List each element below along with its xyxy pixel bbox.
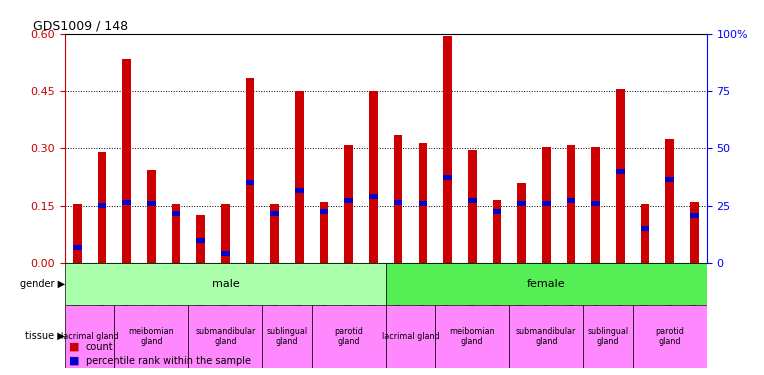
Bar bbox=[510, 305, 583, 368]
Bar bbox=[345, 198, 353, 202]
Bar bbox=[641, 204, 649, 263]
Text: meibomian
gland: meibomian gland bbox=[449, 327, 495, 346]
Bar bbox=[493, 209, 501, 214]
Bar bbox=[295, 188, 304, 193]
Bar bbox=[665, 139, 674, 263]
Bar bbox=[98, 152, 106, 263]
Text: lacrimal gland: lacrimal gland bbox=[382, 332, 439, 341]
Bar bbox=[616, 89, 625, 263]
Text: ■: ■ bbox=[69, 342, 79, 352]
Bar bbox=[65, 263, 386, 305]
Bar bbox=[665, 177, 674, 182]
Bar bbox=[419, 201, 427, 206]
Bar bbox=[435, 305, 510, 368]
Text: sublingual
gland: sublingual gland bbox=[588, 327, 629, 346]
Bar bbox=[189, 305, 262, 368]
Text: female: female bbox=[527, 279, 565, 289]
Bar bbox=[394, 135, 403, 263]
Bar bbox=[641, 226, 649, 231]
Bar bbox=[517, 201, 526, 206]
Text: meibomian
gland: meibomian gland bbox=[128, 327, 174, 346]
Text: male: male bbox=[212, 279, 239, 289]
Bar bbox=[320, 209, 329, 214]
Bar bbox=[542, 201, 551, 206]
Bar bbox=[493, 200, 501, 263]
Bar bbox=[320, 202, 329, 263]
Bar bbox=[270, 204, 279, 263]
Text: parotid
gland: parotid gland bbox=[335, 327, 363, 346]
Text: percentile rank within the sample: percentile rank within the sample bbox=[86, 356, 251, 366]
Text: submandibular
gland: submandibular gland bbox=[195, 327, 256, 346]
Bar bbox=[443, 175, 452, 180]
Bar bbox=[369, 194, 378, 199]
Bar bbox=[468, 198, 477, 202]
Text: count: count bbox=[86, 342, 113, 352]
Bar bbox=[583, 305, 633, 368]
Text: parotid
gland: parotid gland bbox=[656, 327, 684, 346]
Bar bbox=[394, 200, 403, 204]
Text: submandibular
gland: submandibular gland bbox=[516, 327, 577, 346]
Bar bbox=[246, 78, 254, 263]
Bar bbox=[221, 251, 230, 256]
Bar bbox=[616, 169, 625, 174]
Bar bbox=[65, 305, 115, 368]
Bar bbox=[122, 200, 131, 204]
Text: GDS1009 / 148: GDS1009 / 148 bbox=[33, 20, 128, 33]
Bar bbox=[419, 143, 427, 263]
Text: ■: ■ bbox=[69, 356, 79, 366]
Bar bbox=[262, 305, 312, 368]
Bar bbox=[312, 305, 386, 368]
Bar bbox=[386, 263, 707, 305]
Bar bbox=[542, 147, 551, 263]
Bar bbox=[517, 183, 526, 263]
Bar bbox=[567, 198, 575, 202]
Bar bbox=[147, 170, 156, 263]
Bar bbox=[196, 215, 205, 263]
Bar bbox=[122, 58, 131, 263]
Bar bbox=[690, 213, 699, 218]
Bar bbox=[196, 238, 205, 243]
Bar bbox=[115, 305, 189, 368]
Text: gender ▶: gender ▶ bbox=[20, 279, 65, 289]
Bar bbox=[633, 305, 707, 368]
Bar bbox=[443, 36, 452, 263]
Text: sublingual
gland: sublingual gland bbox=[267, 327, 308, 346]
Text: tissue ▶: tissue ▶ bbox=[25, 331, 65, 341]
Bar bbox=[270, 211, 279, 216]
Bar bbox=[345, 145, 353, 263]
Bar bbox=[468, 150, 477, 263]
Bar bbox=[172, 204, 180, 263]
Bar bbox=[221, 204, 230, 263]
Bar bbox=[98, 203, 106, 208]
Bar bbox=[246, 180, 254, 185]
Bar bbox=[73, 204, 82, 263]
Bar bbox=[567, 145, 575, 263]
Bar bbox=[73, 245, 82, 250]
Bar bbox=[147, 201, 156, 206]
Bar bbox=[591, 201, 600, 206]
Bar bbox=[295, 91, 304, 263]
Bar bbox=[386, 305, 435, 368]
Text: lacrimal gland: lacrimal gland bbox=[61, 332, 118, 341]
Bar bbox=[591, 147, 600, 263]
Bar bbox=[690, 202, 699, 263]
Bar bbox=[172, 211, 180, 216]
Bar bbox=[369, 91, 378, 263]
